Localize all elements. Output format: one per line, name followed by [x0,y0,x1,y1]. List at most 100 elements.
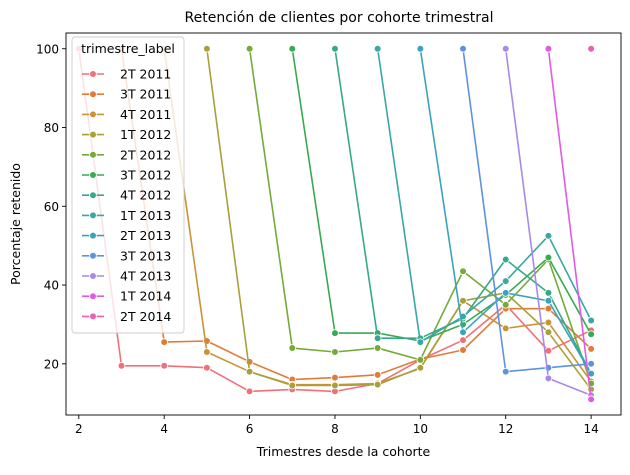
plot-area-frame [65,32,622,416]
y-tick-label: 100 [36,42,59,56]
legend-swatch-marker [89,70,97,78]
series-2t-2014 [587,44,595,53]
legend-label: 2T 2014 [120,309,171,324]
legend: trimestre_label 2T 2011 3T 2011 4T 2011 1T … [71,36,185,334]
data-point [331,373,339,382]
series-4t-2013 [501,44,595,400]
data-point [501,300,510,309]
data-point [160,361,168,370]
legend-item-4t-2013: 4T 2013 [82,269,171,284]
data-point [544,318,553,327]
data-point [117,361,126,370]
series-line-3t-2013 [462,48,592,373]
data-point [203,363,211,372]
legend-swatch-marker [89,191,97,200]
legend-item-2t-2014: 2T 2014 [82,309,171,324]
series-line-1t-2014 [547,48,592,400]
data-point [245,44,254,53]
series-1t-2013 [373,44,595,346]
legend-label: 2T 2011 [120,67,171,82]
series-1t-2012 [203,44,595,394]
data-point [245,387,254,396]
data-point [331,44,339,53]
data-point [501,324,510,333]
data-point [373,334,382,343]
x-tick-label: 4 [160,422,168,436]
legend-label: 4T 2012 [120,188,171,203]
legend-item-2t-2012: 2T 2012 [82,147,171,162]
y-tick-label: 20 [44,357,59,371]
data-point [459,346,467,354]
data-point [501,289,510,297]
legend-label: 1T 2012 [120,127,171,142]
data-point [501,255,510,264]
data-point [331,381,339,390]
legend-box [71,36,185,334]
legend-item-4t-2011: 4T 2011 [82,107,171,122]
data-point [160,338,168,346]
legend-label: 4T 2011 [120,107,171,122]
data-point [544,44,553,53]
data-point [416,356,425,364]
data-point [416,44,425,53]
data-point [373,380,382,389]
legend-item-3t-2013: 3T 2013 [82,248,171,263]
legend-label: 1T 2013 [120,208,171,223]
data-point [331,348,339,356]
legend-label: 3T 2013 [120,248,171,263]
series-line-3t-2011 [120,48,592,381]
data-point [373,344,382,352]
data-point [459,336,467,344]
data-point [459,328,467,337]
legend-label: 1T 2014 [120,289,171,304]
data-point [288,381,297,390]
data-point [373,371,382,379]
data-point [587,345,595,353]
data-point [544,347,553,355]
legend-swatch-marker [89,252,97,260]
legend-swatch-marker [89,231,97,240]
legend-swatch-marker [89,272,97,280]
legend-swatch-marker [89,130,97,139]
y-tick-label: 60 [44,200,59,214]
data-point [459,44,467,53]
data-point [245,367,254,376]
x-axis-label: Trimestres desde la cohorte [256,444,431,459]
series-line-4t-2013 [504,48,592,397]
legend-item-4t-2012: 4T 2012 [82,188,171,203]
data-point [544,289,553,297]
series-line-1t-2013 [376,48,592,343]
data-point [587,44,595,53]
data-point [459,296,467,305]
legend-label: 3T 2012 [120,168,171,183]
y-axis-label: Porcentaje retenido [8,163,23,285]
x-tick-label: 14 [583,422,598,436]
x-tick-label: 6 [246,422,254,436]
legend-label: 4T 2013 [120,269,171,284]
legend-item-3t-2012: 3T 2012 [82,168,171,183]
series-group [75,44,595,404]
data-point [501,367,510,376]
legend-swatch-marker [89,292,97,301]
legend-items: 2T 2011 3T 2011 4T 2011 1T 2012 2T 2012 3T 20… [82,67,171,324]
data-point [373,44,382,53]
series-line-1t-2012 [206,48,592,390]
series-2t-2013 [416,44,595,378]
legend-swatch-marker [89,110,97,119]
legend-label: 3T 2011 [120,87,171,102]
data-point [544,296,553,305]
y-axis-ticks: 20 40 60 80 100 [36,42,66,371]
data-point [288,44,297,53]
legend-item-3t-2011: 3T 2011 [82,87,171,102]
data-point [203,44,211,53]
legend-label: 2T 2013 [120,228,171,243]
legend-item-1t-2014: 1T 2014 [82,289,171,304]
legend-swatch-marker [89,90,97,98]
x-tick-label: 10 [413,422,428,436]
data-point [416,338,425,346]
series-line-3t-2012 [291,48,592,342]
legend-swatch-marker [89,151,97,159]
data-point [587,330,595,339]
data-point [544,374,553,383]
